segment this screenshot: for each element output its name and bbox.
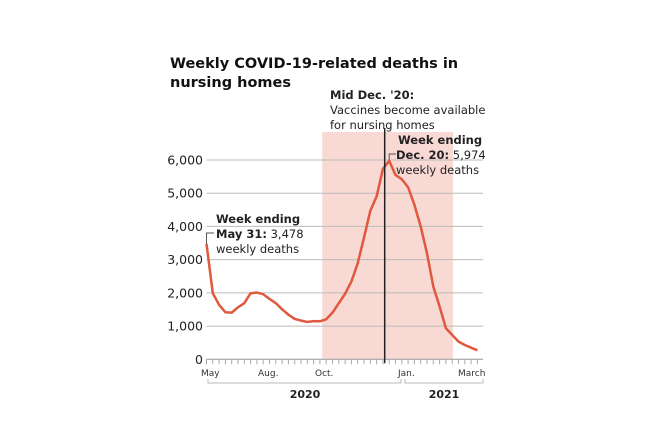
shaded-period [322, 132, 454, 360]
y-tick-label: 6,000 [167, 153, 203, 168]
chart-title: Weekly COVID-19-related deaths in nursin… [170, 56, 459, 91]
y-tick-label: 1,000 [167, 319, 203, 334]
y-tick-label: 2,000 [167, 285, 203, 300]
peak-leader [388, 153, 396, 160]
y-tick-label: 0 [195, 352, 203, 367]
may-annotation-heading: Week ending [216, 212, 301, 226]
may-annotation-value: 3,478 [270, 227, 304, 241]
year-bracket-2021 [404, 379, 484, 384]
x-tick-label: Oct. [315, 369, 333, 379]
peak-annotation-value: 5,974 [452, 148, 486, 162]
may-annotation-date: May 31: [216, 227, 267, 241]
may-annotation-text: weekly deaths [216, 242, 300, 256]
year-label: 2020 [290, 388, 321, 401]
x-tick-label: May [201, 369, 220, 379]
series-line [205, 159, 478, 352]
x-tick-label: Aug. [258, 369, 278, 379]
year-label: 2021 [429, 388, 460, 401]
x-tick-label: Jan. [397, 369, 415, 379]
may-annotation: Week ending May 31: 3,478 weekly deaths [216, 212, 304, 257]
x-tick-label: March [458, 369, 485, 379]
vaccine-annotation-text: Vaccines become available for nursing ho… [330, 103, 486, 132]
peak-annotation-date: Dec. 20: [396, 148, 450, 162]
may-leader [206, 232, 214, 244]
peak-annotation: Week ending Dec. 20: 5,974 weekly deaths [396, 133, 486, 178]
y-tick-label: 3,000 [167, 252, 203, 267]
year-bracket-2020 [207, 379, 402, 384]
vaccine-annotation-heading: Mid Dec. '20: [330, 88, 415, 102]
y-tick-label: 5,000 [167, 186, 203, 201]
peak-annotation-heading: Week ending [398, 133, 483, 147]
y-tick-label: 4,000 [167, 219, 203, 234]
vaccine-annotation: Mid Dec. '20: Vaccines become available … [330, 88, 490, 133]
peak-annotation-text: weekly deaths [396, 163, 480, 177]
